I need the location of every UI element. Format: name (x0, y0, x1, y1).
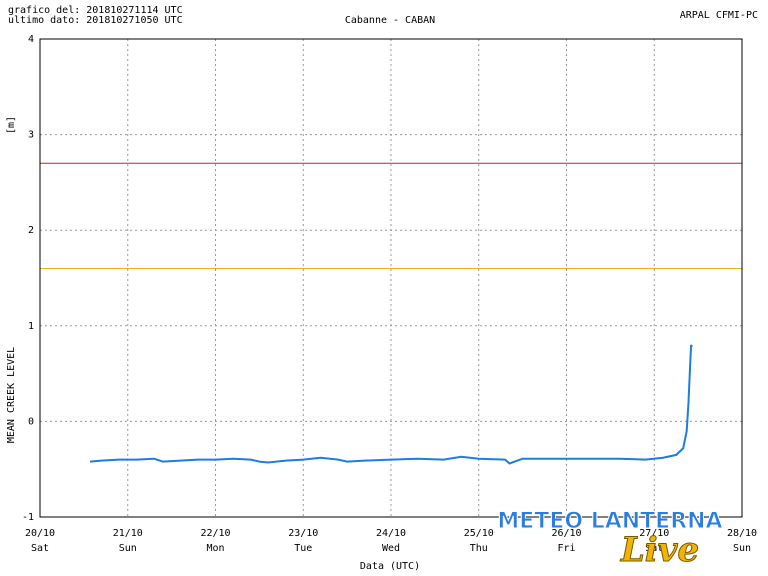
chart-title: Cabanne - CABAN (345, 15, 435, 26)
y-unit: [m] (6, 116, 17, 134)
header-line: ultimo dato: 201810271050 UTC (8, 15, 183, 26)
plot-frame (39, 38, 743, 518)
x-tick-label: 25/10 (464, 528, 494, 539)
x-tick-label: 24/10 (376, 528, 406, 539)
x-tick-day: Mon (206, 543, 224, 554)
x-tick-day: Wed (382, 543, 400, 554)
y-tick-label: -1 (22, 512, 34, 523)
x-tick-label: 21/10 (113, 528, 143, 539)
x-tick-label: 22/10 (200, 528, 230, 539)
y-tick-label: 0 (28, 416, 34, 427)
x-tick-day: Thu (470, 543, 488, 554)
x-tick-day: Sun (119, 543, 137, 554)
x-tick-day: Sat (645, 543, 663, 554)
x-tick-label: 28/10 (727, 528, 757, 539)
x-tick-day: Tue (294, 543, 312, 554)
y-tick-label: 1 (28, 321, 34, 332)
x-tick-day: Sat (31, 543, 49, 554)
x-tick-label: 20/10 (25, 528, 55, 539)
y-tick-label: 3 (28, 130, 34, 141)
x-axis-label: Data (UTC) (360, 561, 420, 572)
watermark: METEO LANTERNA (497, 509, 722, 534)
x-tick-day: Sun (733, 543, 751, 554)
y-tick-label: 2 (28, 225, 34, 236)
x-tick-day: Fri (557, 543, 575, 554)
x-tick-label: 26/10 (551, 528, 581, 539)
watermark: Live (620, 530, 699, 570)
y-tick-label: 4 (28, 34, 34, 45)
source: ARPAL CFMI-PC (680, 10, 758, 21)
data-line (89, 344, 693, 465)
x-tick-label: 27/10 (639, 528, 669, 539)
x-tick-label: 23/10 (288, 528, 318, 539)
header-line: grafico del: 201810271114 UTC (8, 5, 183, 16)
y-axis-label: MEAN CREEK LEVEL (6, 347, 17, 443)
